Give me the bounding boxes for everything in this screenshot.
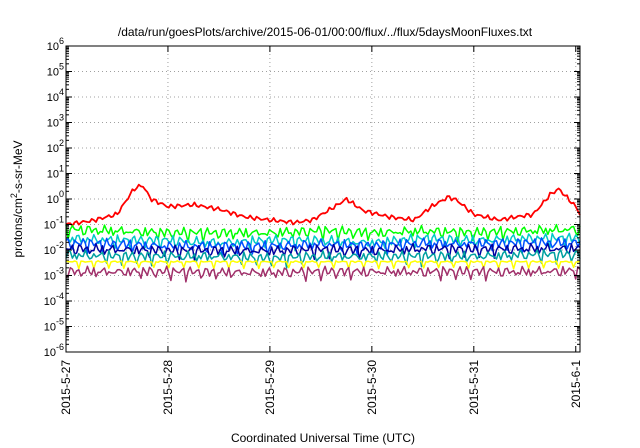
series-line: [65, 237, 581, 257]
x-tick-label: 2015-5-27: [59, 360, 73, 415]
y-tick-label: 10-1: [44, 215, 64, 232]
y-tick-label: 10-2: [44, 240, 64, 257]
x-axis-label: Coordinated Universal Time (UTC): [231, 431, 415, 445]
y-tick-label: 10-3: [44, 266, 64, 283]
x-tick-label: 2015-5-29: [263, 360, 277, 415]
y-tick-label: 104: [47, 87, 64, 104]
x-tick-label: 2015-5-28: [161, 360, 175, 415]
grid: [66, 46, 580, 352]
series-line: [65, 248, 581, 269]
y-tick-label: 10-4: [44, 291, 64, 308]
chart-title: /data/run/goesPlots/archive/2015-06-01/0…: [118, 25, 533, 39]
y-axis-label: protons/cm2-s-sr-MeV: [9, 140, 25, 257]
y-tick-label: 102: [47, 138, 64, 155]
series-line: [65, 260, 581, 270]
y-tick-label: 10-5: [44, 317, 64, 334]
series-line: [65, 183, 581, 227]
x-tick-label: 2015-6-1: [569, 360, 583, 408]
y-tick-label: 101: [47, 164, 64, 181]
y-tick-label: 10-6: [44, 342, 64, 359]
x-tick-label: 2015-5-30: [365, 360, 379, 415]
series-group: [65, 183, 581, 283]
y-tick-label: 105: [47, 62, 64, 79]
ticks: 106 105 104 103 102 101 100 10-1 10-2 10-3 10-4 10-…: [44, 36, 583, 415]
y-tick-label: 103: [47, 113, 64, 130]
y-tick-label: 100: [47, 189, 64, 206]
series-line: [65, 265, 581, 283]
series-line: [65, 242, 581, 262]
x-tick-label: 2015-5-31: [467, 360, 481, 415]
ylabel: protons/cm2-s-sr-MeV: [9, 140, 25, 257]
y-tick-label: 106: [47, 36, 64, 53]
